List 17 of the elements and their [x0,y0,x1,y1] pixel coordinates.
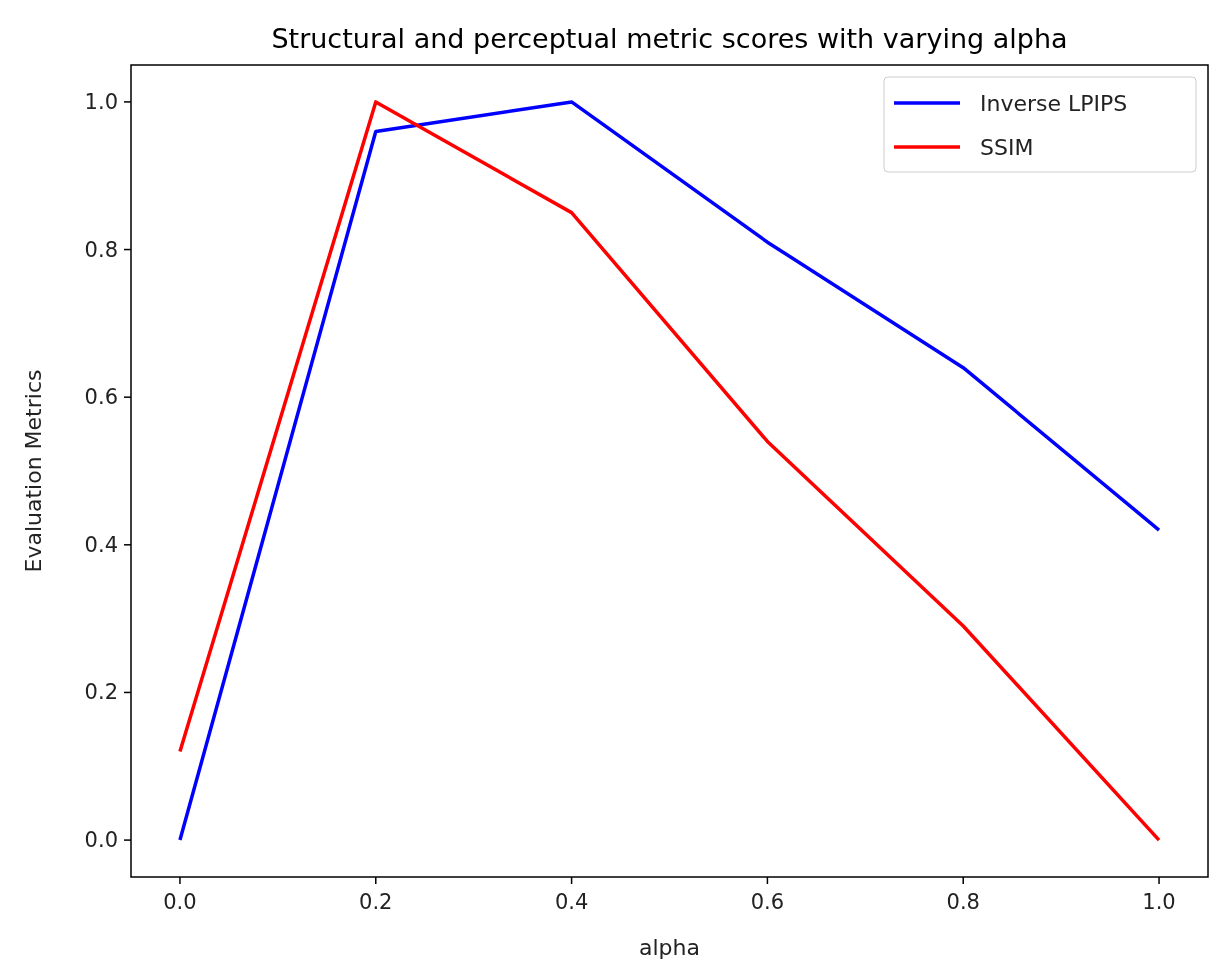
y-tick-label: 0.2 [84,680,118,705]
x-axis-title: alpha [639,935,700,960]
y-tick-label: 0.4 [84,532,118,557]
x-tick-label: 0.8 [946,890,980,914]
x-tick-label: 0.4 [554,890,589,914]
y-tick-label: 0.6 [84,385,118,410]
x-tick-label: 0.2 [359,890,393,914]
chart-title: Structural and perceptual metric scores with varying alpha [271,23,1068,54]
x-tick-label: 1.0 [1142,890,1176,914]
y-tick-label: 1.0 [84,89,118,114]
x-tick-label: 0.0 [163,890,197,914]
y-axis-title: Evaluation Metrics [21,369,46,573]
legend-label: SSIM [980,135,1034,160]
x-tick-label: 0.6 [750,890,785,914]
y-tick-label: 0.0 [84,828,118,853]
y-tick-label: 0.8 [84,237,118,262]
legend-label: Inverse LPIPS [980,91,1128,116]
